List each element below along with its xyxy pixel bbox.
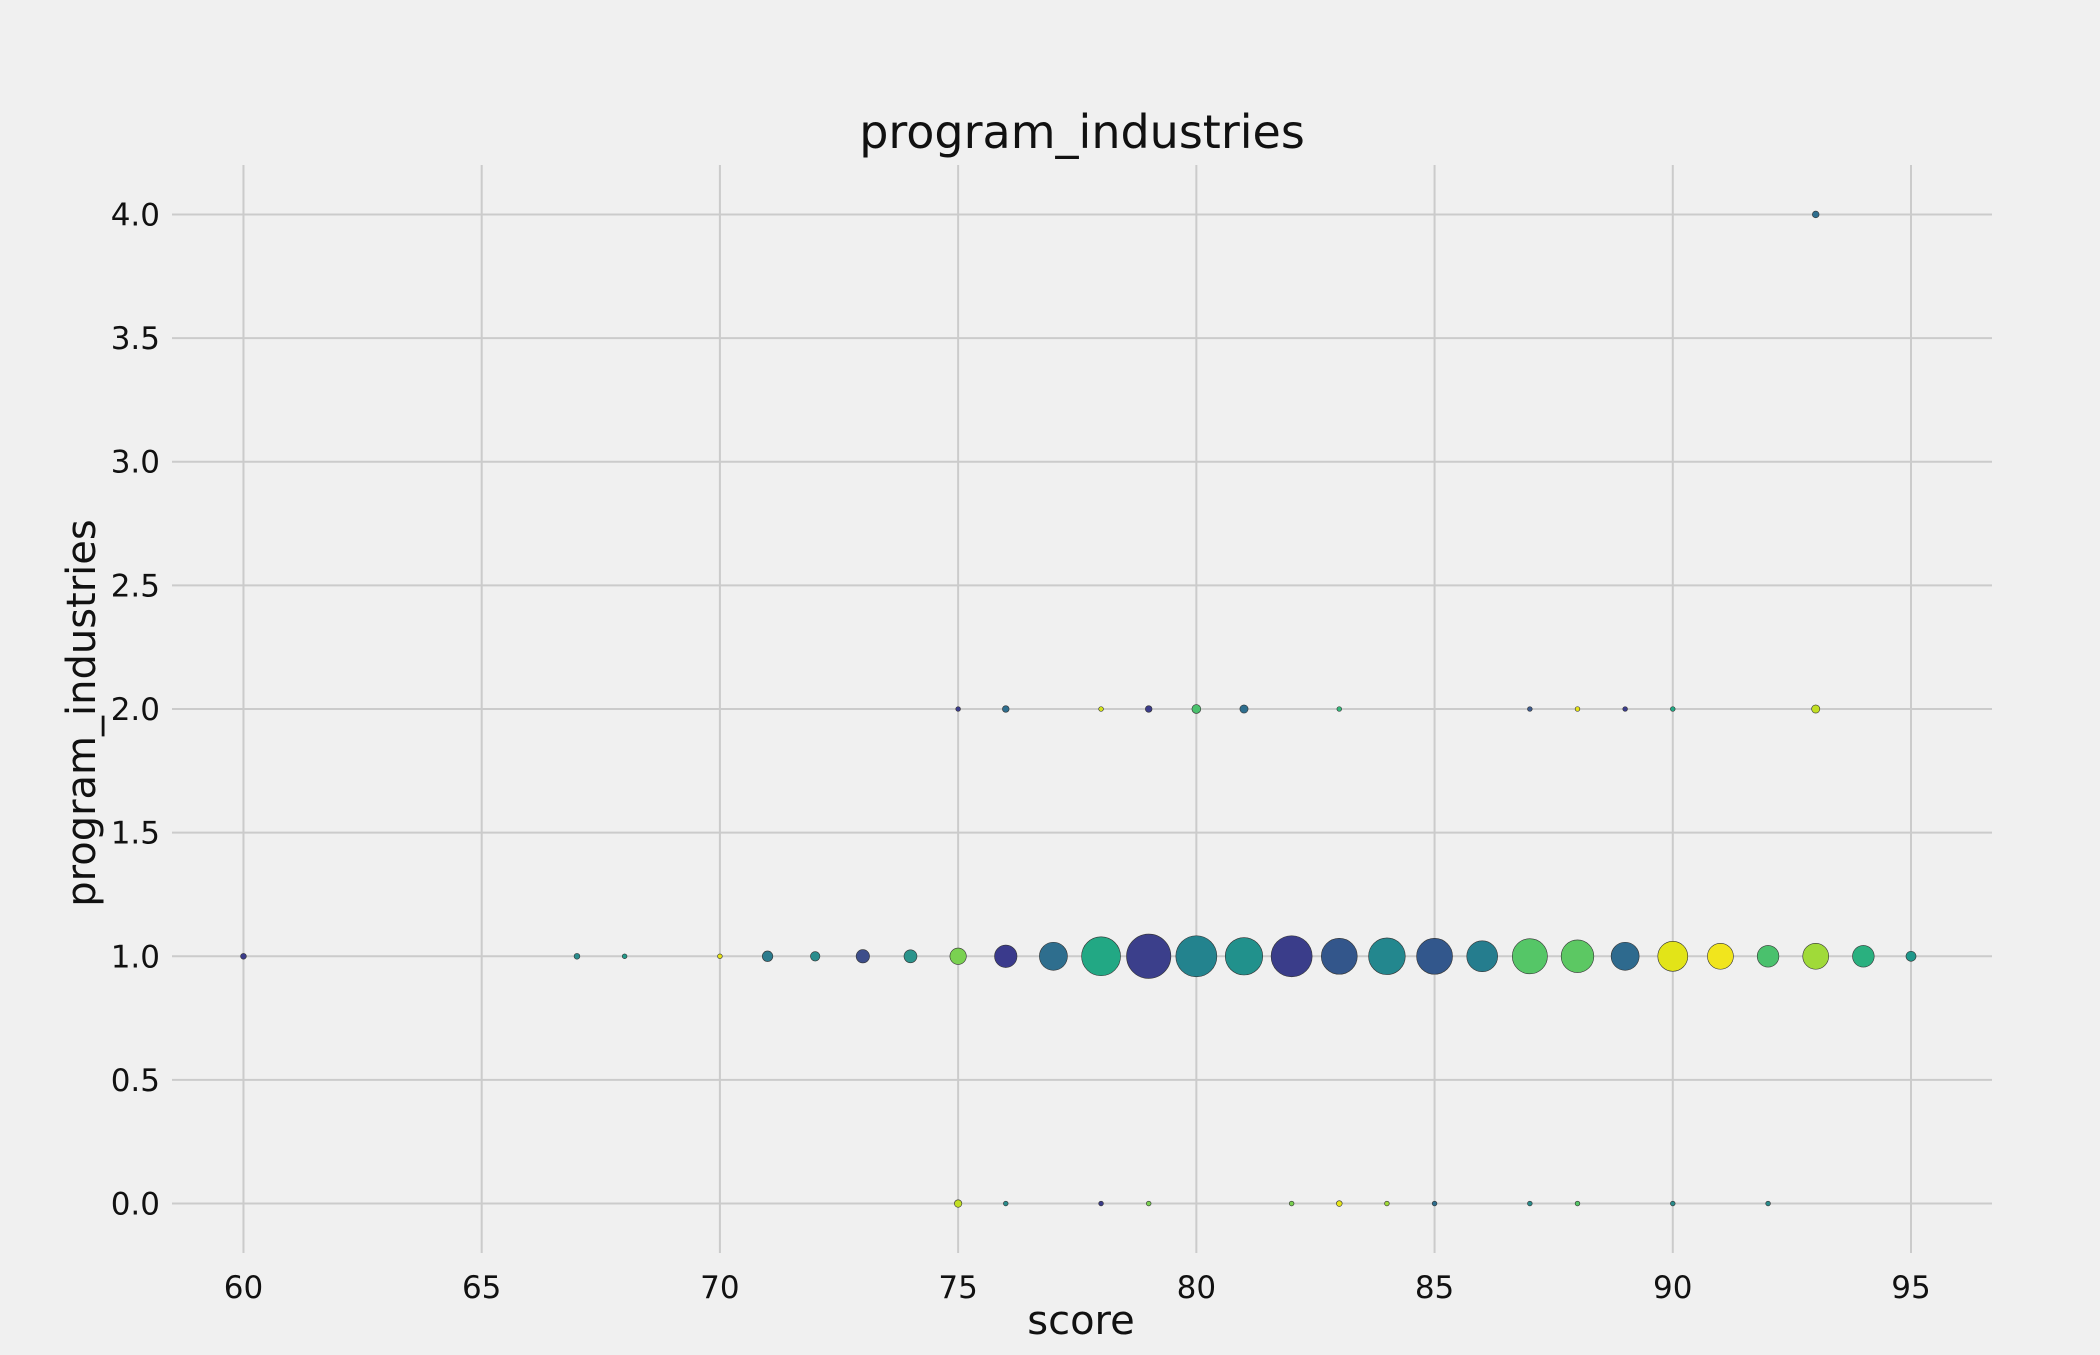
x-axis-label: score bbox=[1027, 1298, 1134, 1344]
scatter-point bbox=[1811, 704, 1821, 714]
scatter-point bbox=[1270, 935, 1313, 978]
scatter-point bbox=[1224, 937, 1264, 976]
scatter-point bbox=[1511, 938, 1548, 975]
scatter-point bbox=[1039, 941, 1068, 971]
scatter-point bbox=[1003, 1200, 1009, 1207]
scatter-point bbox=[1336, 1200, 1343, 1207]
scatter-point bbox=[1145, 705, 1153, 713]
y-tick-label: 3.0 bbox=[111, 445, 160, 481]
scatter-point bbox=[1466, 940, 1498, 973]
y-tick-label: 3.5 bbox=[111, 321, 160, 357]
x-tick-label: 85 bbox=[1415, 1270, 1454, 1306]
scatter-point bbox=[1146, 1200, 1152, 1207]
scatter-point bbox=[994, 944, 1018, 968]
scatter-point bbox=[1574, 1200, 1581, 1207]
scatter-point bbox=[573, 953, 581, 960]
scatter-point bbox=[1670, 706, 1676, 712]
scatter-point bbox=[1239, 704, 1249, 714]
x-tick-label: 90 bbox=[1653, 1270, 1692, 1306]
x-tick-label: 70 bbox=[700, 1270, 739, 1306]
scatter-point bbox=[717, 953, 723, 959]
scatter-point bbox=[1657, 940, 1689, 972]
scatter-point bbox=[1002, 705, 1010, 713]
y-tick-label: 1.5 bbox=[111, 816, 160, 852]
scatter-point bbox=[1622, 706, 1628, 712]
y-axis-label: program_industries bbox=[59, 519, 105, 906]
scatter-point bbox=[1288, 1200, 1295, 1207]
scatter-point bbox=[1905, 950, 1917, 962]
scatter-point bbox=[1431, 1200, 1438, 1207]
scatter-point bbox=[855, 949, 870, 964]
scatter-point bbox=[1175, 935, 1218, 978]
scatter-point bbox=[1527, 706, 1533, 712]
scatter-point bbox=[1384, 1200, 1390, 1207]
scatter-point bbox=[1670, 1200, 1676, 1207]
x-tick-label: 95 bbox=[1891, 1270, 1930, 1306]
y-tick-label: 2.5 bbox=[111, 568, 160, 604]
x-tick-label: 75 bbox=[938, 1270, 977, 1306]
scatter-point bbox=[240, 953, 247, 960]
scatter-point bbox=[621, 953, 628, 959]
scatter-point bbox=[1707, 942, 1734, 970]
scatter-point bbox=[1126, 933, 1172, 979]
scatter-point bbox=[1368, 937, 1406, 975]
scatter-point bbox=[955, 706, 961, 712]
scatter-point bbox=[1765, 1200, 1771, 1207]
scatter-point bbox=[1812, 210, 1820, 219]
y-tick-labels: 0.0 0.5 1.0 1.5 2.0 2.5 3.0 3.5 4.0 bbox=[111, 197, 160, 1222]
scatter-point bbox=[1852, 945, 1875, 968]
scatter-point bbox=[949, 947, 967, 965]
scatter-point bbox=[1098, 706, 1104, 712]
scatter-point bbox=[1098, 1200, 1104, 1207]
scatter-point bbox=[1560, 939, 1595, 973]
grid-lines bbox=[172, 165, 1992, 1253]
scatter-point bbox=[1191, 704, 1202, 714]
scatter-point bbox=[1610, 941, 1640, 971]
y-tick-label: 1.0 bbox=[111, 939, 160, 975]
x-tick-labels: 60 65 70 75 80 85 90 95 bbox=[224, 1270, 1931, 1306]
scatter-point bbox=[1416, 937, 1453, 975]
scatter-point bbox=[1336, 706, 1342, 712]
scatter-point bbox=[1756, 945, 1780, 968]
scatter-point bbox=[1527, 1200, 1533, 1207]
scatter-point bbox=[1574, 706, 1581, 712]
y-tick-label: 0.5 bbox=[111, 1063, 160, 1099]
x-tick-label: 60 bbox=[224, 1270, 263, 1306]
scatter-point bbox=[903, 949, 918, 964]
chart-title: program_industries bbox=[859, 105, 1305, 159]
x-tick-label: 65 bbox=[462, 1270, 501, 1306]
x-tick-label: 80 bbox=[1177, 1270, 1216, 1306]
scatter-point bbox=[761, 950, 774, 962]
scatter-point bbox=[1321, 937, 1358, 975]
data-points bbox=[240, 210, 1917, 1208]
y-tick-label: 2.0 bbox=[111, 692, 160, 728]
scatter-point bbox=[1802, 942, 1829, 970]
scatter-point bbox=[810, 951, 821, 962]
scatter-point bbox=[954, 1199, 963, 1208]
scatter-point bbox=[1081, 936, 1121, 977]
y-tick-label: 0.0 bbox=[111, 1187, 160, 1223]
y-tick-label: 4.0 bbox=[111, 197, 160, 233]
